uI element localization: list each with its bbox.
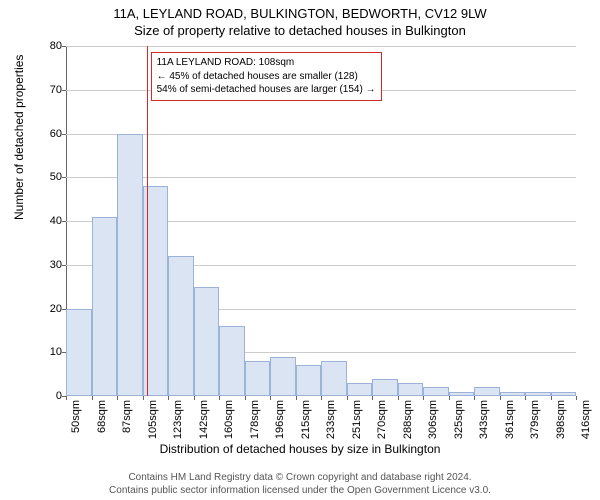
y-tick-container: 01020304050607080 bbox=[30, 46, 66, 396]
ytick-label: 10 bbox=[32, 346, 62, 358]
ytick-mark bbox=[62, 90, 66, 91]
xtick-mark bbox=[372, 396, 373, 400]
footer-line-1: Contains HM Land Registry data © Crown c… bbox=[0, 471, 600, 484]
xtick-label: 306sqm bbox=[427, 400, 439, 439]
annotation-box: 11A LEYLAND ROAD: 108sqm← 45% of detache… bbox=[151, 52, 382, 101]
histogram-bar bbox=[117, 134, 143, 397]
histogram-bar bbox=[194, 287, 220, 396]
xtick-mark bbox=[117, 396, 118, 400]
annotation-line: ← 45% of detached houses are smaller (12… bbox=[157, 70, 376, 84]
xtick-label: 325sqm bbox=[453, 400, 465, 439]
chart-subtitle: Size of property relative to detached ho… bbox=[0, 21, 600, 38]
ytick-label: 40 bbox=[32, 215, 62, 227]
ytick-label: 20 bbox=[32, 303, 62, 315]
chart-plot-area: 11A LEYLAND ROAD: 108sqm← 45% of detache… bbox=[66, 46, 576, 396]
histogram-bar bbox=[347, 383, 373, 396]
histogram-bar bbox=[398, 383, 424, 396]
xtick-mark bbox=[245, 396, 246, 400]
xtick-mark bbox=[321, 396, 322, 400]
xtick-label: 288sqm bbox=[402, 400, 414, 439]
xtick-mark bbox=[347, 396, 348, 400]
xtick-label: 251sqm bbox=[351, 400, 363, 439]
histogram-bar bbox=[168, 256, 194, 396]
xtick-label: 215sqm bbox=[300, 400, 312, 439]
xtick-mark bbox=[92, 396, 93, 400]
reference-line bbox=[147, 46, 148, 396]
xtick-label: 398sqm bbox=[555, 400, 567, 439]
xtick-label: 233sqm bbox=[325, 400, 337, 439]
histogram-bar bbox=[372, 379, 398, 397]
ytick-label: 60 bbox=[32, 128, 62, 140]
ytick-mark bbox=[62, 221, 66, 222]
ytick-label: 80 bbox=[32, 40, 62, 52]
ytick-label: 50 bbox=[32, 171, 62, 183]
footer-attribution: Contains HM Land Registry data © Crown c… bbox=[0, 471, 600, 497]
xtick-mark bbox=[576, 396, 577, 400]
xtick-label: 379sqm bbox=[529, 400, 541, 439]
annotation-line: 11A LEYLAND ROAD: 108sqm bbox=[157, 56, 376, 70]
histogram-bar bbox=[245, 361, 271, 396]
xtick-label: 361sqm bbox=[504, 400, 516, 439]
xtick-label: 416sqm bbox=[580, 400, 592, 439]
xtick-mark bbox=[500, 396, 501, 400]
histogram-bar bbox=[474, 387, 500, 396]
xtick-mark bbox=[168, 396, 169, 400]
xtick-mark bbox=[66, 396, 67, 400]
xtick-mark bbox=[194, 396, 195, 400]
annotation-line: 54% of semi-detached houses are larger (… bbox=[157, 83, 376, 97]
x-axis-label: Distribution of detached houses by size … bbox=[0, 442, 600, 456]
histogram-bar bbox=[423, 387, 449, 396]
ytick-mark bbox=[62, 265, 66, 266]
histogram-bar bbox=[296, 365, 322, 396]
xtick-mark bbox=[449, 396, 450, 400]
xtick-label: 68sqm bbox=[96, 400, 108, 433]
xtick-mark bbox=[551, 396, 552, 400]
xtick-mark bbox=[398, 396, 399, 400]
xtick-label: 142sqm bbox=[198, 400, 210, 439]
histogram-bar bbox=[270, 357, 296, 396]
y-axis-label: Number of detached properties bbox=[12, 55, 26, 220]
gridline bbox=[66, 177, 576, 178]
histogram-bar bbox=[66, 309, 92, 397]
xtick-mark bbox=[525, 396, 526, 400]
xtick-label: 50sqm bbox=[70, 400, 82, 433]
xtick-label: 196sqm bbox=[274, 400, 286, 439]
xtick-label: 343sqm bbox=[478, 400, 490, 439]
xtick-label: 270sqm bbox=[376, 400, 388, 439]
xtick-label: 105sqm bbox=[147, 400, 159, 439]
xtick-mark bbox=[474, 396, 475, 400]
histogram-bar bbox=[219, 326, 245, 396]
xtick-mark bbox=[219, 396, 220, 400]
gridline bbox=[66, 46, 576, 47]
footer-line-2: Contains public sector information licen… bbox=[0, 484, 600, 497]
histogram-bar bbox=[92, 217, 118, 396]
ytick-mark bbox=[62, 177, 66, 178]
xtick-mark bbox=[296, 396, 297, 400]
histogram-bar bbox=[321, 361, 347, 396]
ytick-label: 70 bbox=[32, 84, 62, 96]
xtick-label: 123sqm bbox=[172, 400, 184, 439]
xtick-mark bbox=[270, 396, 271, 400]
ytick-mark bbox=[62, 134, 66, 135]
plot-region: 11A LEYLAND ROAD: 108sqm← 45% of detache… bbox=[66, 46, 576, 396]
xtick-label: 178sqm bbox=[249, 400, 261, 439]
xtick-mark bbox=[423, 396, 424, 400]
xtick-label: 87sqm bbox=[121, 400, 133, 433]
xtick-label: 160sqm bbox=[223, 400, 235, 439]
gridline bbox=[66, 134, 576, 135]
xtick-mark bbox=[143, 396, 144, 400]
chart-main-title: 11A, LEYLAND ROAD, BULKINGTON, BEDWORTH,… bbox=[0, 0, 600, 21]
ytick-label: 30 bbox=[32, 259, 62, 271]
ytick-label: 0 bbox=[32, 390, 62, 402]
ytick-mark bbox=[62, 46, 66, 47]
